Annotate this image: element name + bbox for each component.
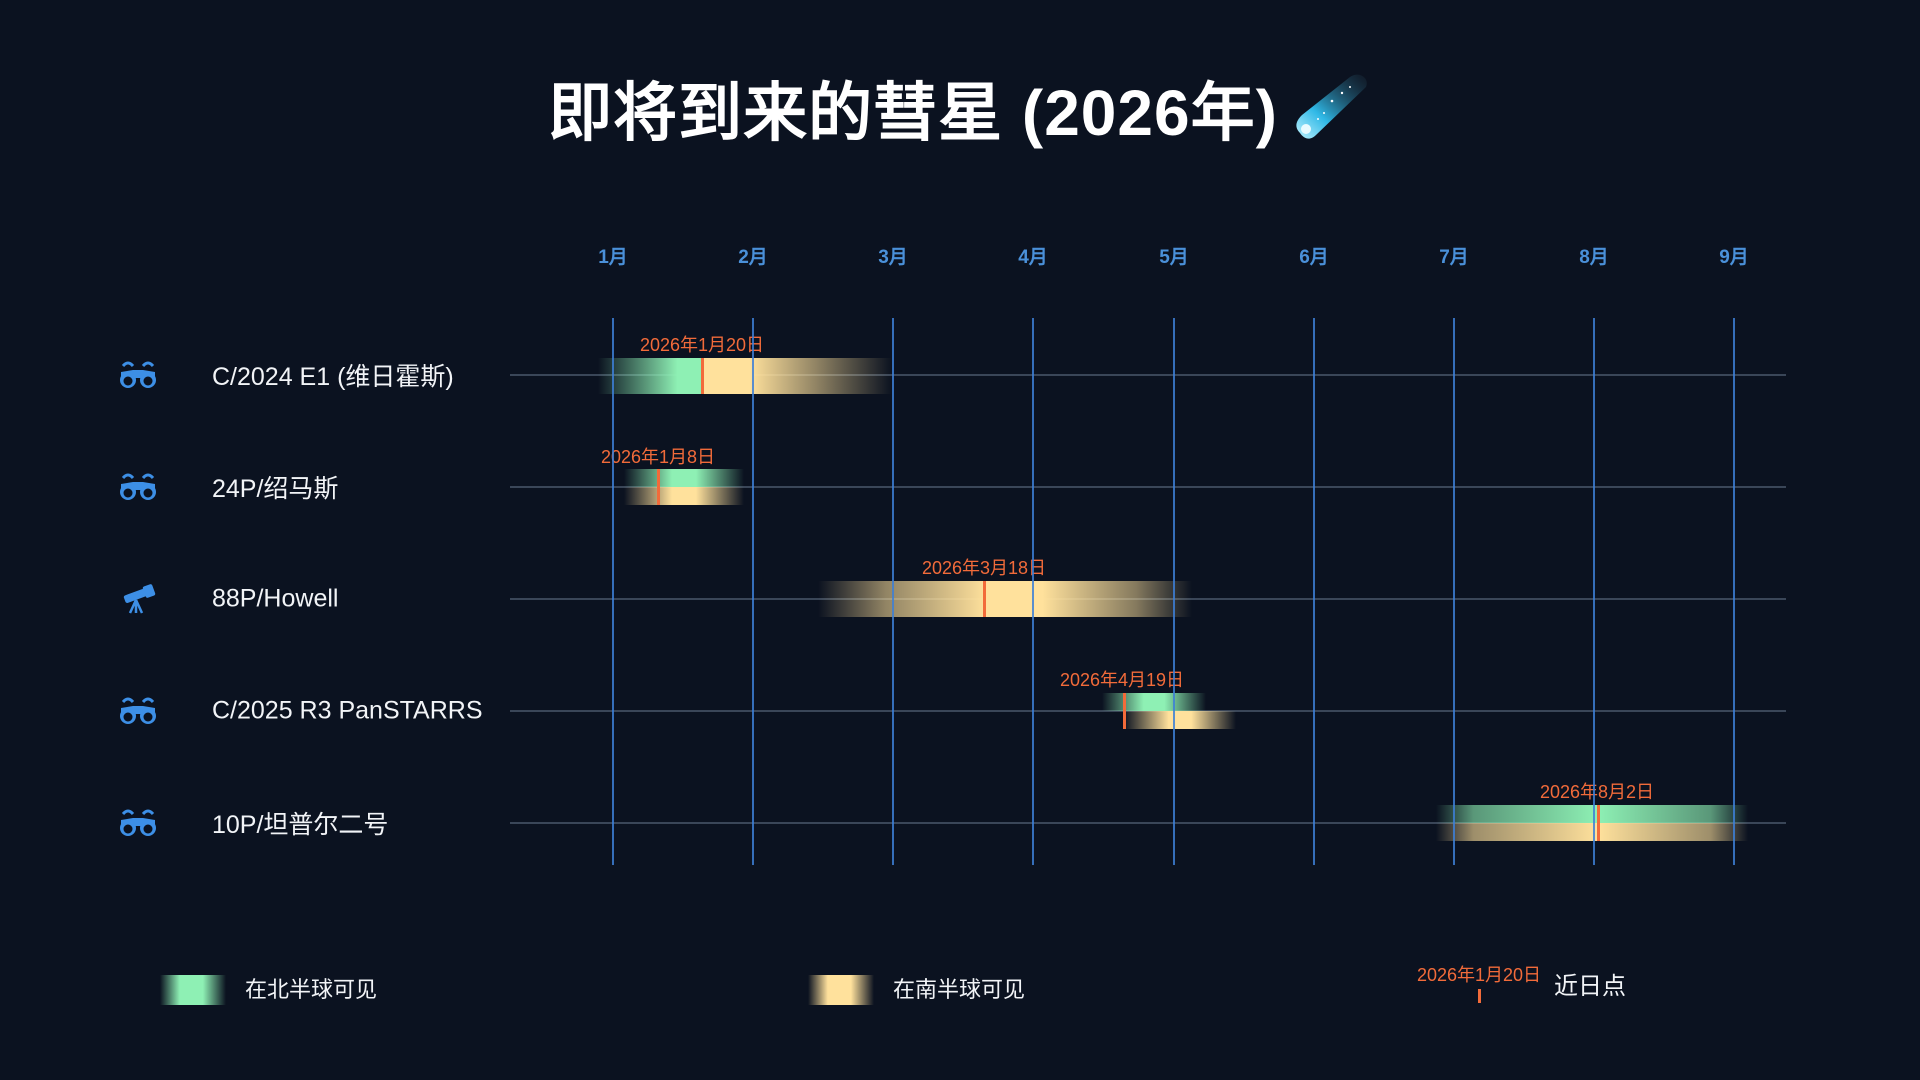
south-visibility-bar [818, 581, 1192, 617]
legend-south-label: 在南半球可见 [893, 977, 1026, 1002]
binoculars-icon [120, 473, 156, 500]
perihelion-marker [700, 358, 704, 394]
binoculars-icon [120, 697, 156, 724]
month-gridline [612, 318, 614, 865]
perihelion-date-label: 2026年1月20日 [639, 335, 765, 355]
month-label: 2月 [738, 247, 768, 268]
north-visibility-bar [1436, 805, 1748, 823]
chart-title: 即将到来的彗星 (2026年) [0, 62, 1920, 154]
month-label: 3月 [878, 247, 908, 268]
legend-perihelion-date: 2026年1月20日 [1416, 965, 1542, 985]
perihelion-marker [656, 469, 660, 505]
legend-perihelion-marker [1477, 989, 1481, 1003]
month-gridline [1313, 318, 1315, 865]
row-gridline [510, 486, 1786, 488]
month-gridline [1593, 318, 1595, 865]
perihelion-date-label: 2026年8月2日 [1539, 782, 1655, 802]
north-visibility-bar [598, 358, 704, 394]
legend-north-swatch [160, 975, 226, 1005]
month-gridline [1032, 318, 1034, 865]
comet-name: 88P/Howell [212, 584, 339, 613]
month-gridline [892, 318, 894, 865]
month-label: 4月 [1018, 247, 1048, 268]
month-gridline [752, 318, 754, 865]
perihelion-date-label: 2026年3月18日 [921, 558, 1047, 578]
perihelion-marker [1122, 693, 1126, 729]
month-gridline [1453, 318, 1455, 865]
perihelion-marker [982, 581, 986, 617]
comet-name: C/2025 R3 PanSTARRS [212, 696, 483, 725]
comet-emoji-icon [1296, 74, 1367, 139]
row-gridline [510, 822, 1786, 824]
month-label: 5月 [1159, 247, 1189, 268]
perihelion-date-label: 2026年4月19日 [1059, 670, 1185, 690]
comet-name: C/2024 E1 (维日霍斯) [212, 363, 454, 391]
perihelion-marker [1596, 805, 1600, 841]
north-visibility-bar [624, 469, 744, 487]
south-visibility-bar [702, 358, 892, 394]
month-label: 1月 [598, 247, 628, 268]
perihelion-date-label: 2026年1月8日 [600, 447, 716, 467]
comet-name: 24P/绍马斯 [212, 475, 339, 503]
south-visibility-bar [1436, 823, 1748, 841]
row-gridline [510, 374, 1786, 376]
month-label: 6月 [1299, 247, 1329, 268]
legend-south-swatch [808, 975, 874, 1005]
binoculars-icon [120, 809, 156, 836]
month-gridline [1733, 318, 1735, 865]
legend-perihelion-label: 近日点 [1554, 973, 1626, 1000]
legend-north-label: 在北半球可见 [245, 977, 378, 1002]
telescope-icon [123, 584, 156, 614]
month-label: 9月 [1719, 247, 1749, 268]
south-visibility-bar [1124, 711, 1236, 729]
month-label: 7月 [1439, 247, 1469, 268]
binoculars-icon [120, 361, 156, 388]
comet-name: 10P/坦普尔二号 [212, 811, 389, 839]
month-label: 8月 [1579, 247, 1609, 268]
south-visibility-bar [624, 487, 744, 505]
month-gridline [1173, 318, 1175, 865]
north-visibility-bar [1102, 693, 1206, 711]
